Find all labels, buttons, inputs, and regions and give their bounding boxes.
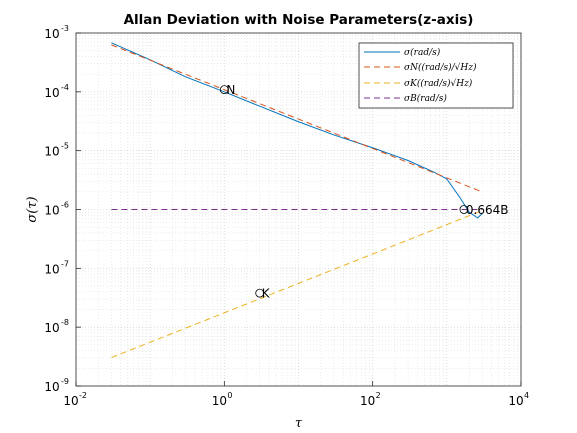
y-tick-label: 10 bbox=[44, 204, 59, 218]
legend: σ(rad/s) σN((rad/s)/√Hz) σK((rad/s)√Hz) … bbox=[358, 42, 514, 109]
annotation-label-k: K bbox=[262, 287, 271, 301]
annotation-marker-n bbox=[219, 85, 229, 95]
x-tick-exponent: 2 bbox=[376, 391, 381, 400]
series-sigma-n-line bbox=[111, 44, 483, 193]
series-layer bbox=[111, 42, 483, 359]
y-tick-exponent: -8 bbox=[61, 318, 69, 327]
x-tick-exponent: -2 bbox=[79, 391, 87, 400]
x-tick-exponent: 0 bbox=[227, 391, 232, 400]
y-tick-exponent: -5 bbox=[61, 142, 69, 151]
chart-title: Allan Deviation with Noise Parameters(z-… bbox=[124, 12, 474, 28]
y-tick-exponent: -3 bbox=[61, 24, 69, 33]
y-tick-exponent: -7 bbox=[61, 259, 69, 268]
x-tick-label: 10 bbox=[63, 394, 78, 408]
y-tick-label: 10 bbox=[44, 145, 59, 159]
y-tick-exponent: -6 bbox=[61, 201, 69, 210]
legend-label-sigma: σ(rad/s) bbox=[404, 47, 441, 58]
x-axis-label: τ bbox=[295, 416, 303, 431]
annotation-marker-0664b bbox=[459, 205, 469, 214]
annotation-label-0664b: 0.664B bbox=[466, 203, 509, 217]
legend-label-sigma-k: σK((rad/s)√Hz) bbox=[404, 78, 473, 89]
y-tick-exponent: -9 bbox=[61, 377, 69, 386]
series-sigma-line bbox=[111, 42, 483, 219]
legend-label-sigma-b: σB(rad/s) bbox=[404, 93, 447, 104]
x-tick-exponent: 4 bbox=[524, 391, 529, 400]
x-tick-label: 10 bbox=[508, 394, 523, 408]
series-sigma-k-line bbox=[111, 210, 483, 359]
y-tick-label: 10 bbox=[44, 380, 59, 394]
legend-box bbox=[358, 42, 514, 109]
markers-layer: N K 0.664B bbox=[219, 83, 509, 301]
y-tick-label: 10 bbox=[44, 27, 59, 41]
y-tick-exponent: -4 bbox=[61, 83, 69, 92]
x-tick-label: 10 bbox=[360, 394, 375, 408]
grid bbox=[76, 33, 521, 386]
annotation-marker-k bbox=[255, 288, 265, 298]
y-tick-label: 10 bbox=[44, 321, 59, 335]
ticks: 10 -2 10 0 10 2 10 410 -910 -810 -710 -610 -510 -410-… bbox=[44, 24, 529, 408]
annotation-label-n: N bbox=[226, 83, 235, 97]
y-tick-label: 10 bbox=[44, 86, 59, 100]
y-tick-label: 10 bbox=[44, 262, 59, 276]
x-tick-label: 10 bbox=[212, 394, 227, 408]
legend-label-sigma-n: σN((rad/s)/√Hz) bbox=[404, 62, 477, 73]
y-axis-label: σ(τ) bbox=[25, 196, 40, 222]
